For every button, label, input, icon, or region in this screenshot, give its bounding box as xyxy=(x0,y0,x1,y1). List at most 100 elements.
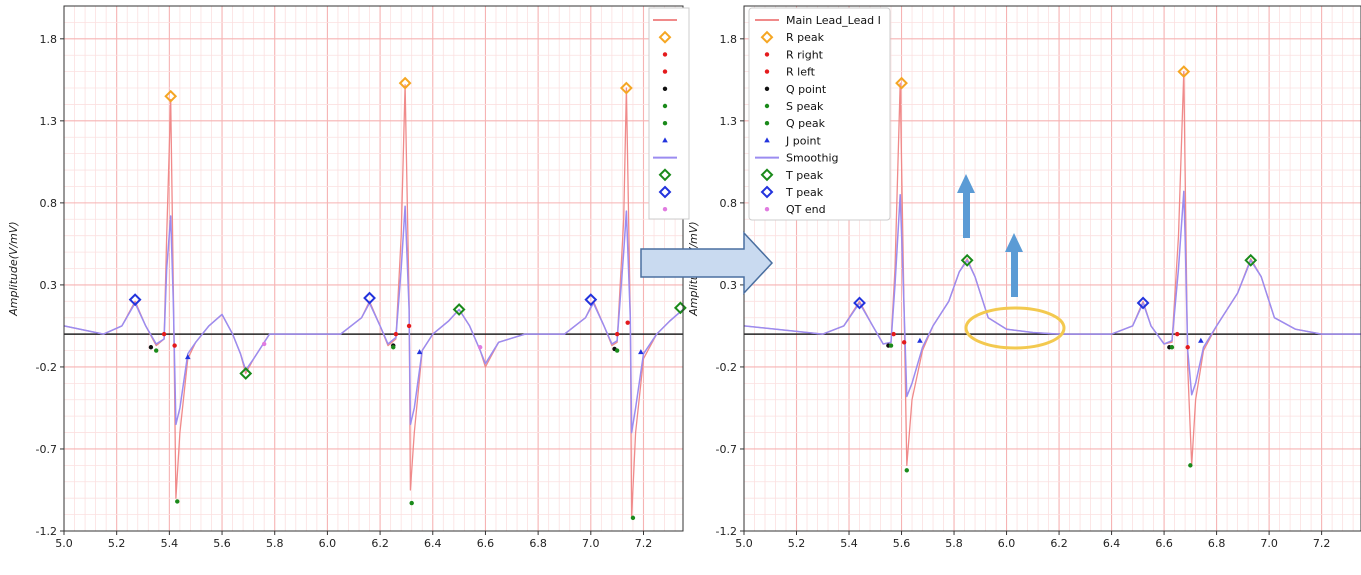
markers-group xyxy=(128,76,687,521)
r-left-marker xyxy=(901,340,907,345)
legend-dot-symbol xyxy=(764,207,770,212)
x-tick-label: 5.8 xyxy=(266,537,284,550)
smoothing-line xyxy=(64,205,683,434)
x-tick-label: 5.2 xyxy=(788,537,806,550)
legend-label-r-right: R right xyxy=(786,48,824,61)
x-tick-label: 6.6 xyxy=(477,537,495,550)
markers-group xyxy=(853,65,1258,473)
j-point-marker xyxy=(1198,337,1204,343)
y-tick-label: 1.8 xyxy=(720,33,738,46)
t-peak-blue-marker xyxy=(363,291,376,305)
x-tick-label: 6.2 xyxy=(371,537,389,550)
r-left-marker xyxy=(172,343,177,348)
highlight-ellipse xyxy=(964,306,1066,350)
legend-label-q-point: Q point xyxy=(786,83,827,96)
left-ecg-panel: 5.0 5.2 5.4 5.6 5.8 6.0 6.2 6.4 6.6 6.8 7.0 7.2 1.8 1… xyxy=(7,5,690,550)
qt-end-marker xyxy=(477,345,483,350)
t-peak-blue-marker xyxy=(584,293,598,307)
r-left-marker xyxy=(1185,345,1190,350)
big-right-arrow xyxy=(640,231,774,295)
up-arrow-baseline xyxy=(1005,233,1023,297)
r-left-marker xyxy=(625,320,630,325)
y-tick-label: -0.7 xyxy=(36,443,57,456)
t-peak-green-marker xyxy=(960,253,974,267)
x-tick-label: 5.2 xyxy=(108,537,126,550)
qt-end-marker xyxy=(261,341,267,347)
legend-label-t-peak-1: T peak xyxy=(785,169,824,182)
x-tick-label: 7.2 xyxy=(1313,537,1331,550)
y-tick-label: 0.3 xyxy=(40,279,58,292)
x-tick-label: 5.4 xyxy=(840,537,858,550)
t-peak-blue-marker xyxy=(128,293,142,307)
t-peak-green-marker xyxy=(1244,253,1258,267)
s-peak-marker xyxy=(175,499,180,504)
x-tick-label: 5.4 xyxy=(161,537,179,550)
legend-dot-symbol xyxy=(662,207,668,212)
x-tick-label: 5.8 xyxy=(945,537,963,550)
legend-label-r-peak: R peak xyxy=(786,31,825,44)
y-tick-label: -1.2 xyxy=(716,525,737,538)
y-tick-label: -1.2 xyxy=(36,525,57,538)
legend-label-main-lead: Main Lead_Lead I xyxy=(786,14,881,27)
legend-triangle-symbol xyxy=(662,137,668,143)
legend-diamond-symbol xyxy=(760,30,774,44)
j-point-marker xyxy=(185,354,191,360)
s-peak-marker xyxy=(1188,463,1193,468)
x-tick-label: 6.0 xyxy=(998,537,1016,550)
y-tick-label: -0.7 xyxy=(716,443,737,456)
q-peak-marker xyxy=(153,348,159,353)
y-tick-label: 1.3 xyxy=(40,115,58,128)
t-peak-green-marker xyxy=(673,301,687,315)
t-peak-blue-marker xyxy=(853,296,866,310)
y-tick-label: -0.2 xyxy=(716,361,737,374)
series-group xyxy=(744,70,1361,467)
x-tick-label: 5.0 xyxy=(735,537,753,550)
y-tick-label: 0.3 xyxy=(720,279,738,292)
s-peak-marker xyxy=(409,500,414,506)
x-tick-label: 7.0 xyxy=(1260,537,1278,550)
x-tick-label: 5.6 xyxy=(893,537,911,550)
legend-diamond-symbol xyxy=(658,30,672,44)
legend-diamond-symbol xyxy=(658,185,672,199)
legend-label-smoothing: Smoothig xyxy=(786,152,838,165)
r-peak-marker xyxy=(1177,65,1191,79)
x-tick-label: 6.8 xyxy=(1208,537,1226,550)
y-tick-label: 0.8 xyxy=(720,197,738,210)
x-tick-label: 6.4 xyxy=(1103,537,1121,550)
y-tick-label: 1.3 xyxy=(720,115,738,128)
j-point-marker xyxy=(638,349,644,355)
series-group xyxy=(64,84,683,519)
legend-dot-symbol xyxy=(662,86,668,92)
t-peak-blue-marker xyxy=(1136,296,1150,310)
q-peak-marker xyxy=(1169,345,1175,350)
y-tick-label: -0.2 xyxy=(36,361,57,374)
legend-dot-symbol xyxy=(662,52,668,57)
smoothing-line xyxy=(744,190,1361,398)
q-peak-marker xyxy=(888,343,894,348)
s-peak-marker xyxy=(630,515,636,521)
legend-triangle-symbol xyxy=(764,137,770,143)
q-peak-marker xyxy=(391,345,396,350)
legend-label-r-left: R left xyxy=(786,66,816,79)
improvement-markers xyxy=(957,174,1066,350)
right-ecg-panel: 5.0 5.2 5.4 5.6 5.8 6.0 6.2 6.4 6.6 6.8 7.0 7.2 1.8 1… xyxy=(687,5,1361,550)
legend-dot-symbol xyxy=(662,121,668,126)
x-tick-label: 6.2 xyxy=(1050,537,1068,550)
right-legend-box xyxy=(748,7,891,221)
y-tick-label: 0.8 xyxy=(40,197,58,210)
r-peak-marker xyxy=(895,76,908,90)
legend-diamond-symbol xyxy=(658,168,672,182)
transition-arrow xyxy=(640,231,774,295)
up-arrow-t-peak xyxy=(957,174,975,238)
right-legend: Main Lead_Lead I R peak R right R left Q poi… xyxy=(748,7,891,221)
x-tick-label: 6.0 xyxy=(319,537,337,550)
x-tick-label: 7.2 xyxy=(635,537,653,550)
y-tick-label: 1.8 xyxy=(40,33,58,46)
legend-label-qt-end: QT end xyxy=(786,203,826,216)
t-peak-green-marker xyxy=(452,303,466,316)
r-right-marker xyxy=(1175,331,1180,337)
legend-dot-symbol xyxy=(764,86,770,92)
legend-dot-symbol xyxy=(764,69,770,74)
q-point-marker xyxy=(148,345,154,350)
